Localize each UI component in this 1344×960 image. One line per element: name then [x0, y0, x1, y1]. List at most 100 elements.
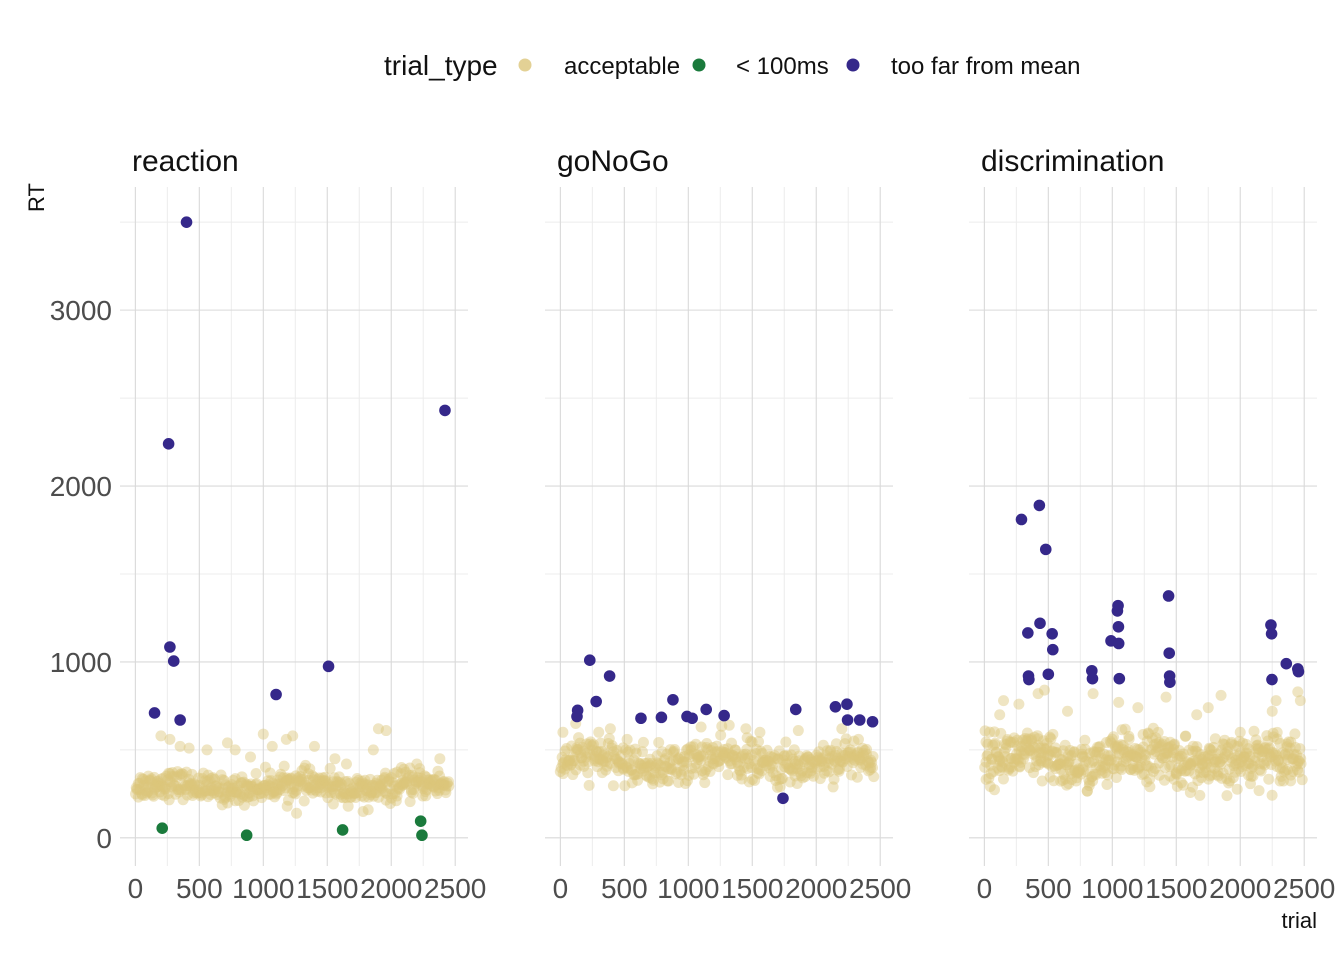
point-acceptable [1030, 761, 1042, 773]
point-acceptable [856, 752, 868, 764]
point-acceptable [1175, 765, 1187, 777]
point-acceptable [617, 763, 629, 775]
point-acceptable [1285, 769, 1297, 781]
point-acceptable [1244, 751, 1256, 763]
point-acceptable [1094, 740, 1106, 752]
point-acceptable [706, 753, 718, 765]
point-acceptable [1132, 743, 1144, 755]
point-acceptable [1225, 738, 1237, 750]
point-acceptable [734, 765, 746, 777]
point-acceptable [1223, 777, 1235, 789]
point-too-far-from-mean [686, 712, 698, 725]
point-acceptable [184, 780, 196, 792]
point-acceptable [239, 790, 251, 802]
point-acceptable [381, 776, 393, 788]
point-acceptable [713, 755, 725, 767]
point-acceptable [440, 787, 452, 799]
point-acceptable [589, 753, 601, 765]
point-acceptable [216, 799, 228, 811]
point-acceptable [222, 781, 234, 793]
point-acceptable [178, 779, 190, 791]
point-acceptable [852, 746, 864, 758]
point-acceptable [1161, 747, 1173, 759]
point-acceptable [1243, 769, 1255, 781]
point-acceptable [992, 751, 1004, 763]
point-under-100ms [414, 815, 427, 827]
point-acceptable [1131, 752, 1143, 764]
point-acceptable [1008, 736, 1020, 748]
point-acceptable [771, 781, 783, 793]
point-acceptable [397, 779, 409, 791]
point-acceptable [439, 784, 451, 796]
point-acceptable [287, 730, 299, 742]
point-acceptable [281, 774, 293, 786]
point-acceptable [1182, 756, 1194, 768]
point-acceptable [327, 781, 339, 793]
point-acceptable [1281, 738, 1293, 750]
point-acceptable [376, 778, 388, 790]
point-acceptable [1103, 754, 1115, 766]
point-acceptable [1194, 789, 1206, 801]
point-acceptable [1181, 759, 1193, 771]
point-acceptable [221, 786, 233, 798]
point-acceptable [1242, 743, 1254, 755]
point-acceptable [578, 760, 590, 772]
point-acceptable [1039, 756, 1051, 768]
point-acceptable [571, 744, 583, 756]
point-acceptable [656, 746, 668, 758]
point-acceptable [1275, 770, 1287, 782]
point-acceptable [809, 756, 821, 768]
point-acceptable [321, 782, 333, 794]
point-acceptable [843, 746, 855, 758]
point-acceptable [741, 743, 753, 755]
point-acceptable [1248, 725, 1260, 737]
point-acceptable [753, 736, 765, 748]
point-acceptable [1149, 762, 1161, 774]
point-acceptable [1102, 769, 1114, 781]
point-acceptable [408, 783, 420, 795]
point-acceptable [688, 768, 700, 780]
point-acceptable [670, 768, 682, 780]
point-acceptable [269, 791, 281, 803]
point-acceptable [632, 774, 644, 786]
point-too-far-from-mean [1086, 672, 1099, 685]
point-acceptable [1255, 758, 1267, 770]
point-acceptable [998, 695, 1010, 707]
point-acceptable [988, 726, 1000, 738]
point-acceptable [1113, 696, 1125, 708]
point-acceptable [1012, 754, 1024, 766]
point-acceptable [1206, 769, 1218, 781]
point-acceptable [298, 795, 310, 807]
point-acceptable [1288, 748, 1300, 760]
point-acceptable [236, 771, 248, 783]
point-acceptable [313, 775, 325, 787]
point-acceptable [1262, 735, 1274, 747]
point-acceptable [335, 781, 347, 793]
point-acceptable [832, 764, 844, 776]
point-acceptable [777, 754, 789, 766]
point-acceptable [424, 778, 436, 790]
point-acceptable [296, 776, 308, 788]
point-acceptable [1180, 765, 1192, 777]
point-acceptable [379, 767, 391, 779]
point-acceptable [711, 740, 723, 752]
point-acceptable [733, 760, 745, 772]
point-acceptable [674, 751, 686, 763]
point-acceptable [1152, 742, 1164, 754]
point-acceptable [1259, 743, 1271, 755]
point-acceptable [363, 791, 375, 803]
point-acceptable [431, 788, 443, 800]
point-acceptable [1289, 728, 1301, 740]
point-acceptable [607, 780, 619, 792]
point-acceptable [245, 778, 257, 790]
point-acceptable [340, 792, 352, 804]
point-acceptable [1036, 775, 1048, 787]
point-acceptable [1292, 758, 1304, 770]
point-acceptable [1202, 702, 1214, 714]
point-acceptable [1064, 764, 1076, 776]
point-acceptable [1026, 735, 1038, 747]
point-acceptable [1050, 746, 1062, 758]
point-acceptable [571, 742, 583, 754]
point-acceptable [709, 753, 721, 765]
